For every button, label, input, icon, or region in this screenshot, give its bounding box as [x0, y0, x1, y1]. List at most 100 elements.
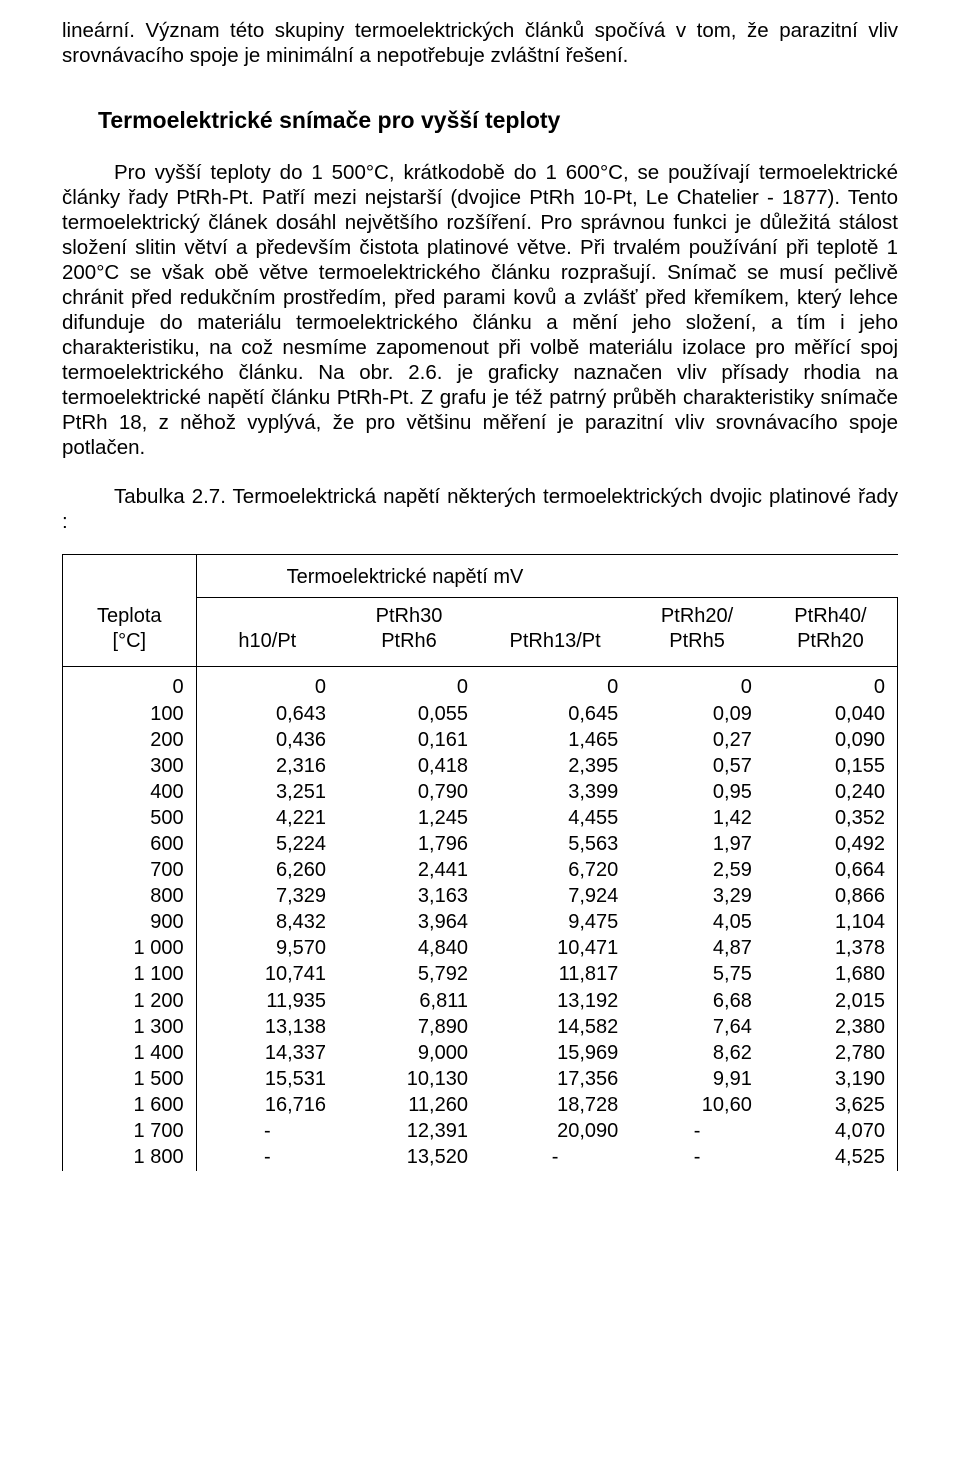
table-row: 1 10010,7415,79211,8175,751,680 [63, 962, 898, 988]
table-cell: 4,87 [630, 936, 764, 962]
table-cell: 7,329 [196, 884, 338, 910]
table-cell: 500 [63, 805, 197, 831]
table-row: 7006,2602,4416,7202,590,664 [63, 858, 898, 884]
table-cell: 700 [63, 858, 197, 884]
table-cell: 6,720 [480, 858, 630, 884]
table-cell: 1 600 [63, 1092, 197, 1118]
table-cell: 1,796 [338, 832, 480, 858]
table-cell: 2,59 [630, 858, 764, 884]
table-cell: 1 100 [63, 962, 197, 988]
table-cell: 0,161 [338, 727, 480, 753]
table-cell: 800 [63, 884, 197, 910]
table-cell: 0,418 [338, 753, 480, 779]
table-cell: 0,09 [630, 701, 764, 727]
table-cell: - [196, 1145, 338, 1171]
intro-paragraph: lineární. Význam této skupiny termoelekt… [62, 18, 898, 68]
table-cell: 1 500 [63, 1066, 197, 1092]
table-row: 1 800-13,520--4,525 [63, 1145, 898, 1171]
table-cell: - [196, 1119, 338, 1145]
col-header-3: PtRh13/Pt [510, 630, 601, 652]
table-cell: 2,015 [764, 988, 898, 1014]
table-row: 5004,2211,2454,4551,420,352 [63, 805, 898, 831]
table-cell: 200 [63, 727, 197, 753]
table-cell: 1,42 [630, 805, 764, 831]
table-cell: 4,221 [196, 805, 338, 831]
table-cell: 1 300 [63, 1014, 197, 1040]
table-cell: 9,91 [630, 1066, 764, 1092]
table-caption: Tabulka 2.7. Termoelektrická napětí někt… [62, 484, 898, 534]
table-cell: 900 [63, 910, 197, 936]
table-cell: 7,890 [338, 1014, 480, 1040]
table-cell: 0 [63, 675, 197, 701]
table-cell: - [480, 1145, 630, 1171]
col-header-4-l1: PtRh20/ [661, 605, 733, 627]
table-cell: 11,817 [480, 962, 630, 988]
table-cell: 9,000 [338, 1040, 480, 1066]
table-cell: 100 [63, 701, 197, 727]
table-row: 8007,3293,1637,9243,290,866 [63, 884, 898, 910]
table-cell: 6,811 [338, 988, 480, 1014]
body-paragraph: Pro vyšší teploty do 1 500°C, krátkodobě… [62, 160, 898, 460]
table-cell: 11,935 [196, 988, 338, 1014]
table-row: 1 0009,5704,84010,4714,871,378 [63, 936, 898, 962]
table-cell: 5,792 [338, 962, 480, 988]
table-cell: - [630, 1119, 764, 1145]
table-cell: 15,531 [196, 1066, 338, 1092]
table-cell: 5,563 [480, 832, 630, 858]
table-cell: 0 [764, 675, 898, 701]
table-cell: 11,260 [338, 1092, 480, 1118]
table-row: 1 20011,9356,81113,1926,682,015 [63, 988, 898, 1014]
table-cell: 0,352 [764, 805, 898, 831]
table-cell: 10,60 [630, 1092, 764, 1118]
table-cell: 0,155 [764, 753, 898, 779]
table-cell: 4,05 [630, 910, 764, 936]
table-cell: 3,251 [196, 779, 338, 805]
table-cell: 2,395 [480, 753, 630, 779]
table-cell: 10,130 [338, 1066, 480, 1092]
table-cell: 12,391 [338, 1119, 480, 1145]
table-cell: 1,245 [338, 805, 480, 831]
table-cell: 6,260 [196, 858, 338, 884]
table-cell: 0,090 [764, 727, 898, 753]
table-cell: 4,455 [480, 805, 630, 831]
table-cell: 2,380 [764, 1014, 898, 1040]
table-cell: 4,525 [764, 1145, 898, 1171]
table-row: 9008,4323,9649,4754,051,104 [63, 910, 898, 936]
col-header-5-l1: PtRh40/ [794, 605, 866, 627]
table-cell: 10,471 [480, 936, 630, 962]
table-row: 1 30013,1387,89014,5827,642,380 [63, 1014, 898, 1040]
table-cell: 4,840 [338, 936, 480, 962]
table-cell: 0,664 [764, 858, 898, 884]
table-cell: 2,441 [338, 858, 480, 884]
table-cell: 1 700 [63, 1119, 197, 1145]
col-header-5-l2: PtRh20 [797, 630, 864, 652]
table-cell: 7,924 [480, 884, 630, 910]
col-header-1: h10/Pt [238, 630, 296, 652]
table-row: 1 700-12,39120,090-4,070 [63, 1119, 898, 1145]
col-header-4-l2: PtRh5 [669, 630, 725, 652]
table-cell: 3,163 [338, 884, 480, 910]
table-cell: 1 800 [63, 1145, 197, 1171]
table-cell: 15,969 [480, 1040, 630, 1066]
table-cell: 20,090 [480, 1119, 630, 1145]
table-cell: 6,68 [630, 988, 764, 1014]
table-cell: 14,582 [480, 1014, 630, 1040]
table-cell: 0,57 [630, 753, 764, 779]
table-cell: 0 [338, 675, 480, 701]
table-cell: 0,492 [764, 832, 898, 858]
table-cell: 14,337 [196, 1040, 338, 1066]
table-cell: 0,055 [338, 701, 480, 727]
table-cell: 1,465 [480, 727, 630, 753]
table-cell: 0,95 [630, 779, 764, 805]
table-row: 4003,2510,7903,3990,950,240 [63, 779, 898, 805]
table-row: 1 50015,53110,13017,3569,913,190 [63, 1066, 898, 1092]
table-cell: 16,716 [196, 1092, 338, 1118]
table-cell: 17,356 [480, 1066, 630, 1092]
table-row: 6005,2241,7965,5631,970,492 [63, 832, 898, 858]
table-cell: 3,399 [480, 779, 630, 805]
table-cell: 0 [630, 675, 764, 701]
table-cell: 3,29 [630, 884, 764, 910]
table-cell: 5,75 [630, 962, 764, 988]
table-cell: 2,780 [764, 1040, 898, 1066]
table-cell: 9,570 [196, 936, 338, 962]
